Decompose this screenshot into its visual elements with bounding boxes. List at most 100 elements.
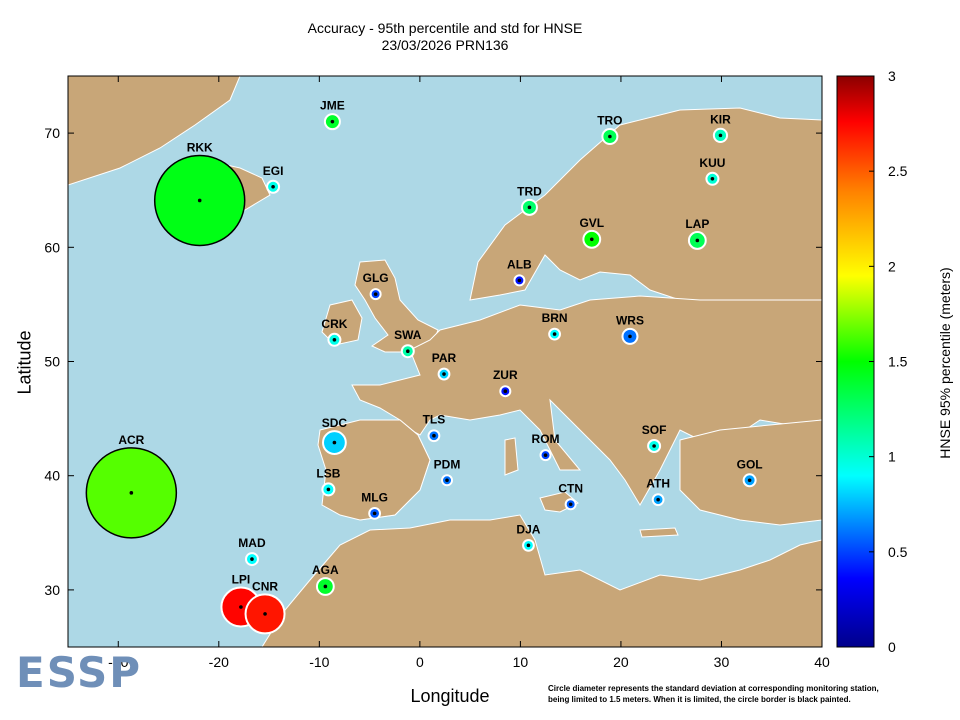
y-tick-label: 70 <box>44 125 60 141</box>
station-mlg: MLG <box>361 490 388 520</box>
station-glg: GLG <box>363 271 389 301</box>
x-tick-label: -10 <box>309 654 329 670</box>
station-kir: KIR <box>710 112 731 143</box>
colorbar-tick-label: 3 <box>888 68 896 84</box>
station-dot <box>129 491 134 495</box>
station-label: AGA <box>312 563 339 577</box>
land-greenland <box>68 76 241 186</box>
station-dot <box>652 444 656 448</box>
station-dot <box>250 557 254 561</box>
station-dot <box>747 478 752 483</box>
station-tro: TRO <box>597 114 623 146</box>
station-dot <box>552 332 557 336</box>
station-trd: TRD <box>517 184 542 216</box>
x-axis: -30 -20 -10 0 10 20 30 40 <box>108 76 830 670</box>
x-tick-label: 20 <box>613 654 629 670</box>
colorbar-tick-label: 1.5 <box>888 354 908 370</box>
station-label: GLG <box>363 271 389 285</box>
map-area: JME TRO KIR EGI RKK KUU TRD GVL LAP ALB GLG CRK SWA B… <box>68 76 822 647</box>
station-dot <box>263 612 267 616</box>
station-label: ACR <box>118 433 144 447</box>
station-swa: SWA <box>394 328 422 359</box>
station-label: CTN <box>558 481 583 495</box>
station-label: SWA <box>394 328 422 342</box>
station-dot <box>330 119 335 124</box>
station-dot <box>271 184 275 189</box>
station-label: WRS <box>616 313 644 327</box>
station-label: MLG <box>361 490 388 504</box>
x-axis-title: Longitude <box>410 686 490 706</box>
station-ath: ATH <box>646 477 670 507</box>
station-gvl: GVL <box>579 216 604 249</box>
station-dot <box>608 134 612 139</box>
station-dot <box>503 389 508 393</box>
station-gol: GOL <box>737 457 763 488</box>
stations-layer: JME TRO KIR EGI RKK KUU TRD GVL LAP ALB GLG CRK SWA B… <box>85 99 763 635</box>
station-label: PDM <box>434 457 461 471</box>
station-alb: ALB <box>507 257 532 287</box>
station-kuu: KUU <box>699 156 725 186</box>
station-aga: AGA <box>312 563 339 596</box>
x-tick-label: 40 <box>814 654 830 670</box>
station-brn: BRN <box>542 311 568 341</box>
station-dot <box>543 453 548 457</box>
station-ctn: CTN <box>558 481 583 511</box>
station-label: DJA <box>516 522 540 536</box>
x-tick-label: -20 <box>209 654 229 670</box>
station-rom: ROM <box>532 432 560 462</box>
station-dot <box>326 487 331 492</box>
colorbar-tick-label: 0 <box>888 639 896 655</box>
colorbar <box>836 75 875 648</box>
station-jme: JME <box>320 99 345 131</box>
y-tick-label: 50 <box>44 354 60 370</box>
station-label: KUU <box>699 156 725 170</box>
station-dot <box>373 292 378 296</box>
station-dot <box>372 511 377 516</box>
station-label: GOL <box>737 457 763 471</box>
station-dot <box>332 338 337 342</box>
y-axis-title: Latitude <box>14 330 35 395</box>
station-label: PAR <box>432 351 457 365</box>
station-egi: EGI <box>263 164 284 194</box>
y-tick-label: 40 <box>44 468 60 484</box>
station-label: EGI <box>263 164 284 178</box>
station-crk: CRK <box>321 317 348 347</box>
station-pdm: PDM <box>434 457 461 487</box>
station-sdc: SDC <box>322 416 347 455</box>
station-label: CRK <box>321 317 347 331</box>
station-cnr: CNR <box>244 579 286 635</box>
essp-logo: ESSP <box>16 648 143 697</box>
station-dot <box>710 176 715 181</box>
colorbar-tick-label: 2 <box>888 258 896 274</box>
station-rkk: RKK <box>153 140 246 247</box>
station-dot <box>656 497 660 502</box>
station-label: ROM <box>532 432 560 446</box>
station-label: SOF <box>642 423 667 437</box>
station-tls: TLS <box>423 413 446 443</box>
station-label: ALB <box>507 257 532 271</box>
station-par: PAR <box>432 351 457 381</box>
station-label: BRN <box>542 311 568 325</box>
colorbar-tick-label: 0.5 <box>888 544 908 560</box>
station-label: LSB <box>316 466 340 480</box>
station-dja: DJA <box>516 522 541 552</box>
station-dot <box>568 502 573 507</box>
station-label: TLS <box>423 413 446 427</box>
y-tick-label: 30 <box>44 582 60 598</box>
colorbar-ticks: 0 0.5 1 1.5 2 2.5 3 <box>869 68 908 655</box>
station-dot <box>406 349 410 354</box>
station-lap: LAP <box>685 217 709 250</box>
station-label: KIR <box>710 112 731 126</box>
station-dot <box>718 133 723 138</box>
station-label: MAD <box>238 536 266 550</box>
chart-subtitle: 23/03/2026 PRN136 <box>381 37 509 53</box>
station-dot <box>527 205 532 210</box>
station-dot <box>628 334 632 339</box>
station-dot <box>589 237 594 242</box>
land-anatolia <box>679 419 822 526</box>
station-dot <box>332 440 337 445</box>
land-sardinia <box>504 437 519 476</box>
x-tick-label: 0 <box>416 654 424 670</box>
station-dot <box>526 543 531 548</box>
